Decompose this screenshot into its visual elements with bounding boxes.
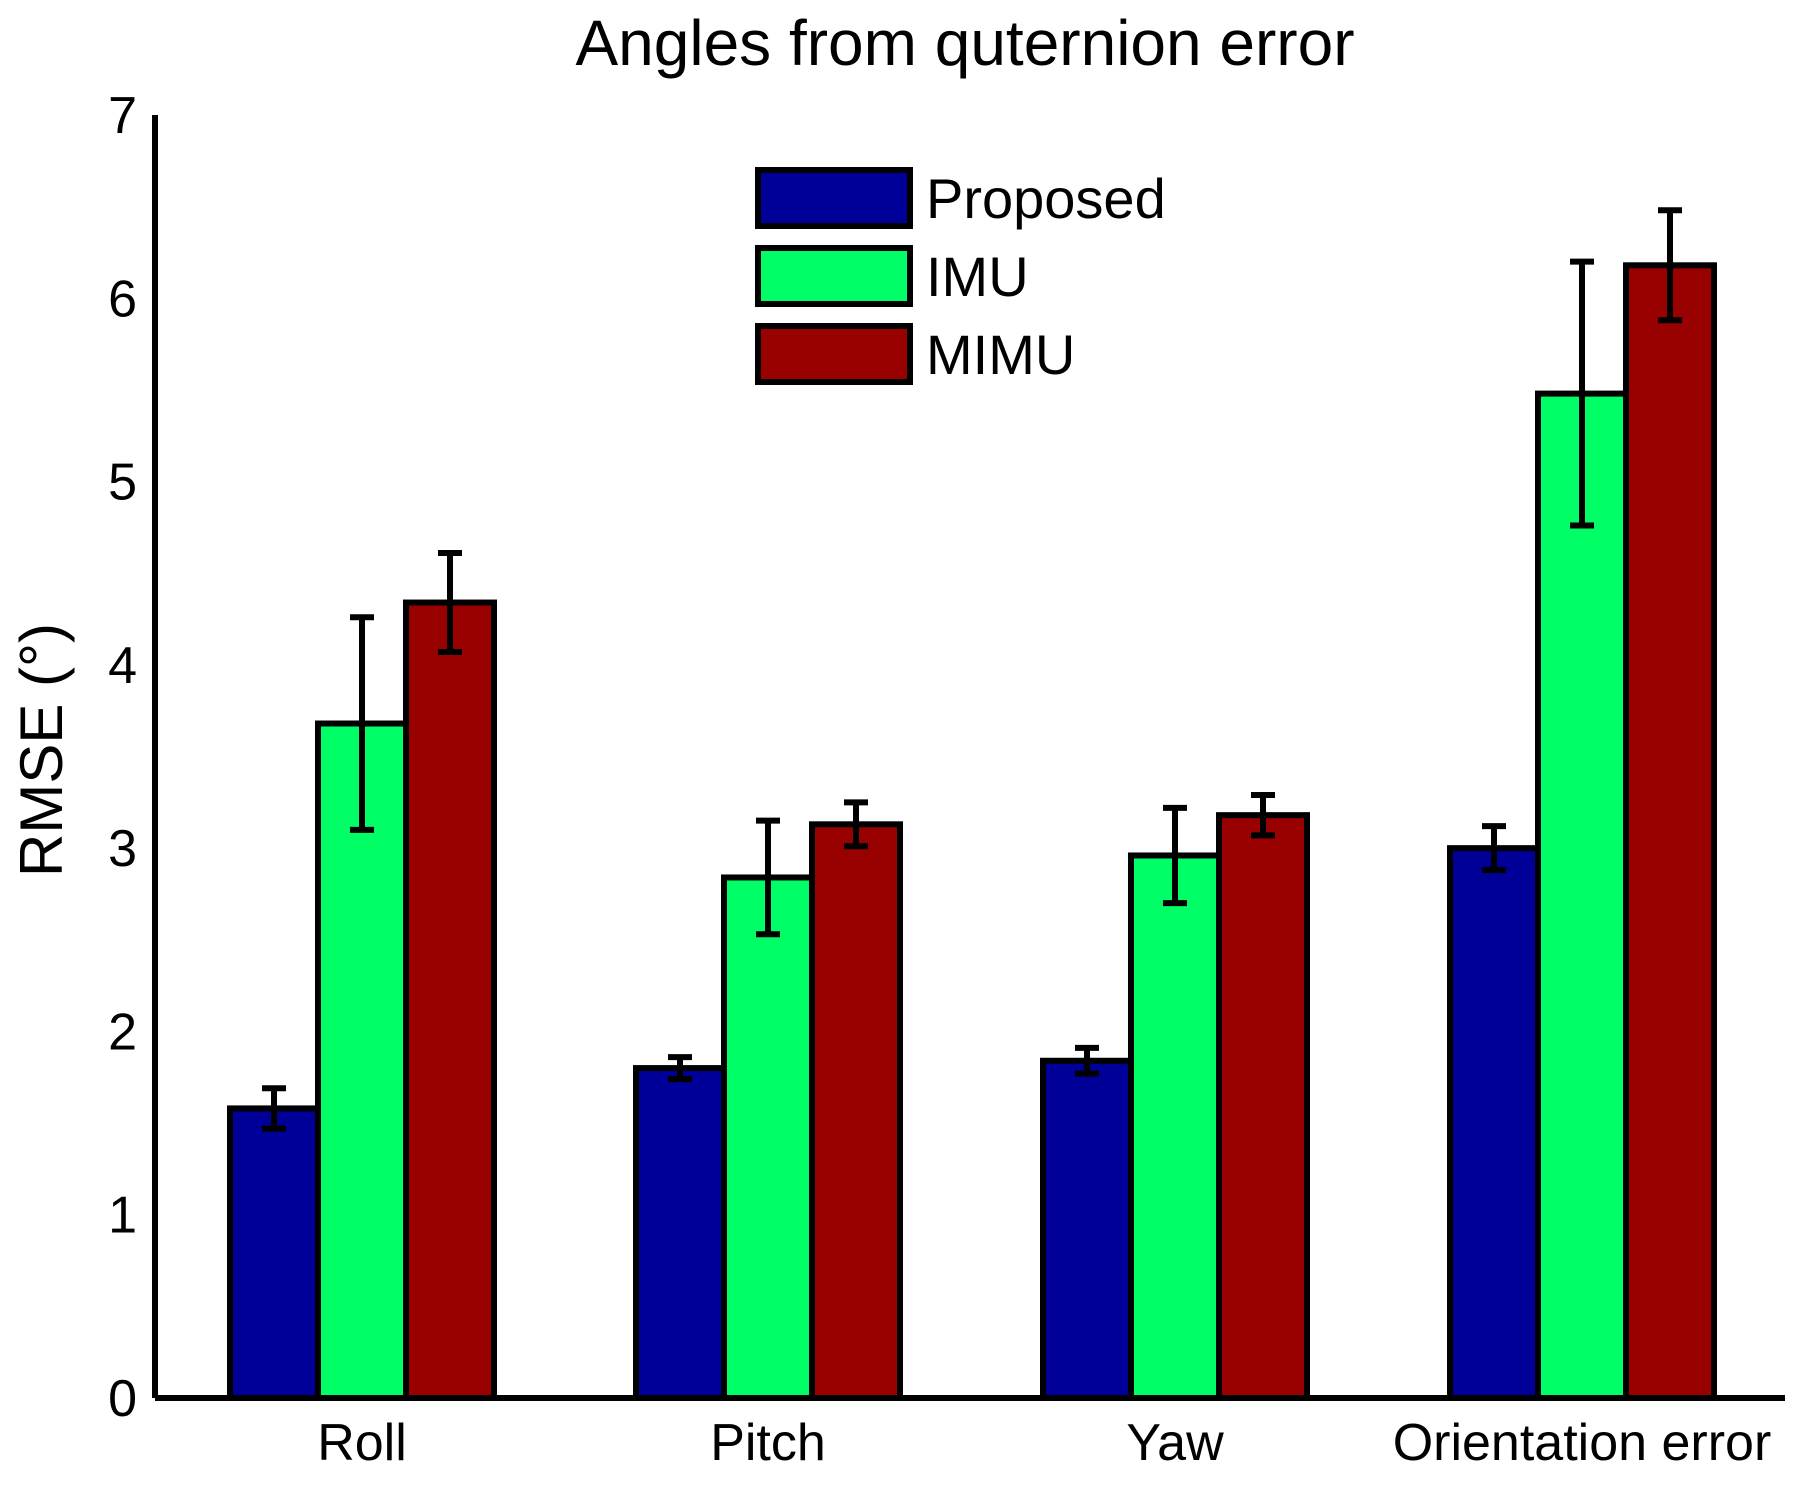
legend-label: IMU	[926, 245, 1029, 308]
y-tick-label: 5	[108, 454, 137, 512]
legend-label: MIMU	[926, 323, 1075, 386]
legend-item-mimu: MIMU	[755, 323, 1075, 386]
y-axis-label-group: RMSE (°)	[8, 623, 75, 877]
y-tick-label: 2	[108, 1003, 137, 1061]
error-bar-mimu-roll	[438, 550, 462, 656]
bar-proposed-orientation-error	[1447, 845, 1541, 1401]
bar-proposed-pitch	[633, 1065, 727, 1401]
bar-imu-orientation-error	[1535, 390, 1629, 1401]
legend-swatch	[755, 323, 913, 385]
legend: Proposed IMU MIMU	[755, 167, 1166, 386]
y-tick-label: 6	[108, 270, 137, 328]
y-axis-label: RMSE (°)	[8, 623, 75, 877]
bar-mimu-orientation-error	[1623, 262, 1717, 1401]
x-tick-label: Yaw	[1126, 1414, 1224, 1472]
error-bar-mimu-yaw	[1251, 791, 1275, 839]
legend-item-imu: IMU	[755, 245, 1029, 308]
error-bar-proposed-pitch	[668, 1054, 692, 1083]
error-bar-proposed-yaw	[1075, 1044, 1099, 1077]
y-tick-label: 3	[108, 820, 137, 878]
bar-imu-pitch	[721, 874, 815, 1401]
error-bar-imu-orientation-error	[1570, 258, 1594, 529]
x-tick-label: Pitch	[710, 1414, 826, 1472]
legend-label: Proposed	[926, 167, 1166, 230]
legend-swatch	[755, 245, 913, 307]
y-tick-label: 7	[108, 87, 137, 145]
bar-mimu-yaw	[1216, 812, 1310, 1401]
chart-title: Angles from quternion error	[575, 7, 1354, 79]
bar-proposed-yaw	[1040, 1057, 1134, 1401]
error-bar-proposed-roll	[262, 1085, 286, 1132]
error-bar-imu-yaw	[1163, 804, 1187, 907]
x-tick-label: Orientation error	[1393, 1414, 1772, 1472]
legend-item-proposed: Proposed	[755, 167, 1166, 230]
y-tick-label: 1	[108, 1187, 137, 1245]
x-tick-label: Roll	[317, 1414, 407, 1472]
legend-swatch	[755, 167, 913, 229]
error-bar-proposed-orientation-error	[1482, 823, 1506, 874]
bar-mimu-roll	[403, 599, 497, 1401]
y-tick-label: 0	[108, 1370, 137, 1428]
bar-imu-yaw	[1128, 852, 1222, 1401]
error-bar-mimu-orientation-error	[1658, 207, 1682, 324]
bar-mimu-pitch	[809, 821, 903, 1401]
error-bar-mimu-pitch	[844, 799, 868, 850]
bar-proposed-roll	[227, 1105, 321, 1401]
tick-labels-layer: 0 1 2 3 4 5 6 7 Roll Pitch Yaw Orientation error	[108, 87, 1771, 1472]
bars-layer	[227, 262, 1717, 1401]
error-bar-imu-pitch	[756, 817, 780, 938]
axes-layer	[152, 115, 1785, 1401]
error-bar-imu-roll	[350, 614, 374, 833]
error-bars-layer	[262, 207, 1682, 1132]
y-tick-label: 4	[108, 637, 137, 695]
